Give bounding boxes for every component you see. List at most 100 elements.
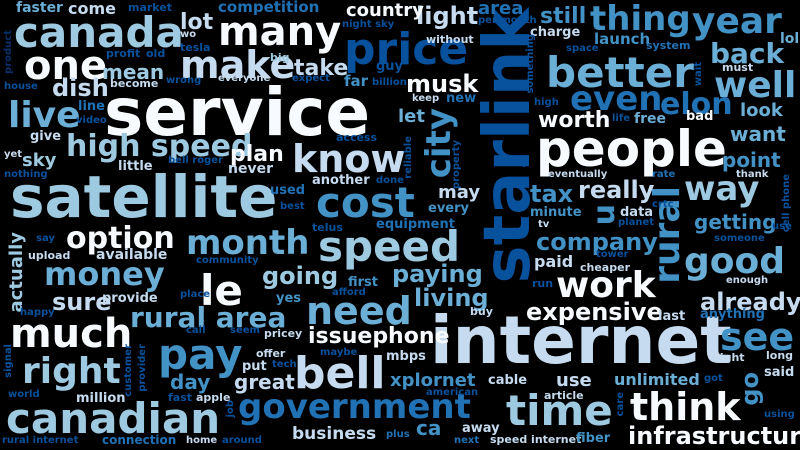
word-night: night bbox=[712, 351, 745, 364]
word-cable: cable bbox=[488, 373, 528, 388]
word-getting: getting bbox=[694, 210, 777, 234]
word-job: job bbox=[225, 400, 236, 418]
word-musk: musk bbox=[406, 70, 479, 98]
word-put: put bbox=[242, 359, 267, 374]
word-actually: actually bbox=[6, 232, 27, 313]
word-everyone: everyone bbox=[218, 73, 271, 84]
word-ca: ca bbox=[416, 416, 442, 440]
word-said: said bbox=[764, 365, 795, 380]
word-paid: paid bbox=[534, 252, 574, 271]
word-wrong: wrong bbox=[166, 75, 202, 86]
word-may: may bbox=[438, 182, 481, 203]
word-buy: buy bbox=[470, 305, 493, 318]
word-canadian: canadian bbox=[6, 394, 221, 443]
word-upload: upload bbox=[28, 249, 71, 262]
word-thank: thank bbox=[736, 169, 769, 180]
word-point: point bbox=[722, 148, 781, 172]
word-thing: thing bbox=[590, 0, 691, 39]
word-money: money bbox=[44, 255, 165, 293]
word-customer: customer bbox=[123, 344, 134, 397]
word-bell-roger: bell roger bbox=[168, 155, 223, 166]
word-back: back bbox=[710, 37, 785, 70]
word-world: world bbox=[8, 389, 40, 400]
word-really: really bbox=[578, 176, 655, 204]
word-unlimited: unlimited bbox=[614, 370, 700, 389]
word-canada: canada bbox=[14, 8, 184, 57]
word-bell: bell bbox=[294, 348, 386, 399]
word-house: house bbox=[4, 81, 38, 92]
word-look: look bbox=[740, 100, 783, 121]
word-cheaper: cheaper bbox=[580, 261, 630, 274]
word-great: great bbox=[234, 370, 295, 394]
word-sky: sky bbox=[22, 150, 57, 171]
word-le: le bbox=[200, 266, 243, 315]
word-seem: seem bbox=[230, 325, 260, 336]
word-way: way bbox=[684, 169, 760, 209]
word-finally: finally bbox=[494, 157, 529, 168]
word-give: give bbox=[30, 129, 62, 144]
word-make: make bbox=[180, 43, 296, 87]
word-u: u bbox=[587, 204, 622, 226]
word-price: price bbox=[344, 24, 469, 75]
word-night-sky: night sky bbox=[342, 19, 395, 30]
word-someone: someone bbox=[714, 233, 765, 244]
word-pricey: pricey bbox=[264, 327, 303, 340]
word-speed-internet: speed internet bbox=[490, 433, 582, 446]
word-maybe: maybe bbox=[320, 347, 358, 358]
word-rural-area: rural area bbox=[130, 301, 287, 334]
word-happy: happy bbox=[20, 307, 55, 318]
word-launch: launch bbox=[594, 30, 651, 48]
word-using: using bbox=[764, 409, 795, 420]
word-done: done bbox=[376, 175, 404, 186]
word-need: need bbox=[306, 289, 412, 333]
word-bad: bad bbox=[686, 109, 714, 124]
word-available: available bbox=[96, 247, 168, 263]
word-access: access bbox=[336, 131, 378, 144]
word-rural-internet: rural internet bbox=[2, 435, 79, 446]
word-must: must bbox=[722, 61, 754, 74]
word-billion: billion bbox=[372, 77, 407, 88]
word-go: go bbox=[736, 372, 764, 406]
word-every: every bbox=[428, 201, 469, 216]
word-lol: lol bbox=[780, 31, 800, 47]
word-high: high bbox=[534, 97, 559, 108]
word-afford: afford bbox=[332, 287, 366, 298]
word-tech: tech bbox=[272, 359, 297, 370]
word-fast: fast bbox=[168, 391, 193, 404]
word-service: service bbox=[104, 74, 371, 151]
word-let: let bbox=[398, 106, 425, 127]
word-equipment: equipment bbox=[376, 217, 455, 232]
word-eventually: eventually bbox=[548, 169, 608, 180]
word-article: article bbox=[544, 389, 584, 402]
word-little: little bbox=[118, 159, 153, 174]
word-per-month: per month bbox=[478, 15, 537, 26]
word-worth: worth bbox=[538, 108, 611, 133]
word-many: many bbox=[218, 9, 342, 55]
word-use: use bbox=[556, 370, 592, 391]
word-plan: plan bbox=[230, 142, 284, 167]
word-business: business bbox=[292, 424, 377, 444]
word-profit: profit bbox=[106, 47, 141, 60]
word-going: going bbox=[262, 262, 339, 290]
word-community: community bbox=[196, 255, 259, 266]
word-nothing: nothing bbox=[4, 169, 48, 180]
word-anything: anything bbox=[700, 307, 765, 322]
word-home: home bbox=[186, 435, 218, 446]
word-want: want bbox=[730, 122, 786, 146]
word-data: data bbox=[620, 205, 654, 220]
word-area: area bbox=[478, 0, 524, 19]
word-light: light bbox=[416, 2, 479, 30]
word-market: market bbox=[128, 1, 173, 14]
word-far: far bbox=[344, 72, 369, 90]
word-use-small: use bbox=[772, 221, 792, 232]
word-lot: lot bbox=[180, 10, 214, 35]
word-expect: expect bbox=[292, 73, 330, 84]
word-charge: charge bbox=[530, 25, 581, 40]
word-long: long bbox=[766, 349, 794, 362]
word-paying: paying bbox=[392, 260, 483, 288]
word-first: first bbox=[348, 275, 378, 290]
word-planet: planet bbox=[618, 217, 655, 228]
word-right: right bbox=[22, 351, 121, 392]
word-used: used bbox=[270, 183, 306, 198]
word-place: place bbox=[180, 289, 211, 300]
